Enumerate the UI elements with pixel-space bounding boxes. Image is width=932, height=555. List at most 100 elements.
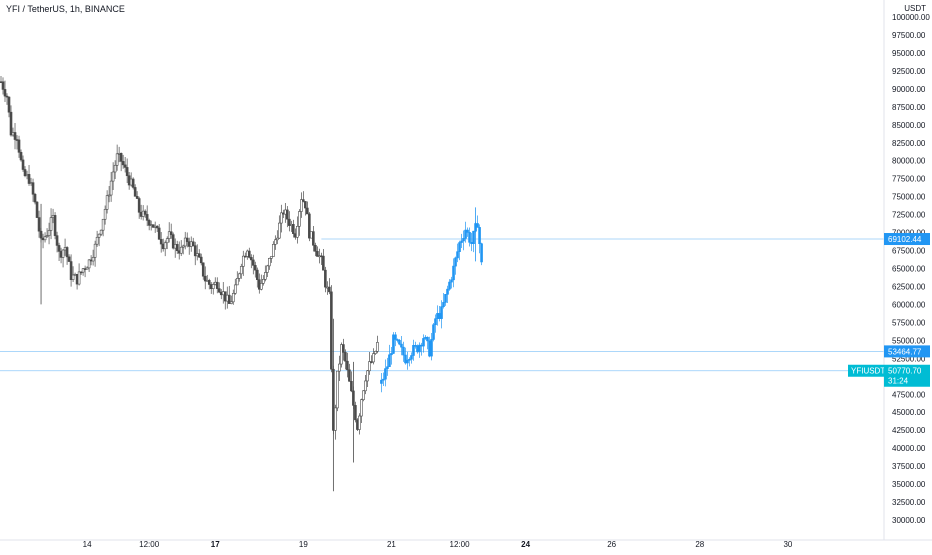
- candle-body: [193, 245, 197, 257]
- candle-body: [69, 261, 73, 280]
- candle-body: [213, 281, 217, 285]
- projection-candle-body: [388, 354, 391, 367]
- candle-body: [257, 279, 261, 290]
- candle-body: [306, 207, 309, 215]
- y-tick-label: 85000.00: [892, 121, 926, 130]
- projection-candle-body: [460, 240, 463, 243]
- candle-body: [362, 390, 365, 400]
- candle-body: [231, 293, 235, 303]
- candle-body: [181, 245, 185, 248]
- projection-candle-body: [414, 345, 417, 347]
- candle-body: [268, 258, 271, 267]
- candle-body: [173, 244, 177, 249]
- candle-body: [71, 274, 75, 280]
- candle-body: [165, 238, 169, 244]
- candle-body: [272, 244, 275, 257]
- projection-candle-body: [476, 223, 479, 228]
- candle-body: [1, 81, 5, 90]
- candle-body: [241, 255, 245, 267]
- candle-body: [370, 361, 373, 363]
- candle-body: [149, 224, 153, 226]
- projection-candle-body: [438, 313, 441, 319]
- candle-body: [91, 257, 95, 262]
- candle-body: [330, 291, 333, 370]
- candle-body: [59, 251, 63, 258]
- x-tick-label: 12:00: [450, 540, 471, 549]
- projection-candle-body: [426, 336, 429, 342]
- candle-body: [308, 213, 311, 239]
- current-price-label: 50770.70: [888, 367, 922, 376]
- projection-candle-body: [462, 238, 465, 242]
- candle-body: [286, 209, 289, 220]
- candle-body: [374, 351, 377, 354]
- candle-body: [274, 239, 277, 245]
- candle-body: [141, 210, 145, 217]
- candle-body: [73, 273, 77, 276]
- candle-body: [17, 139, 21, 153]
- candle-body: [177, 250, 181, 254]
- candle-body: [312, 231, 315, 246]
- candle-body: [49, 217, 53, 231]
- candle-body: [354, 405, 357, 421]
- y-tick-label: 35000.00: [892, 480, 926, 489]
- level-price-tag: [884, 233, 930, 246]
- candle-body: [336, 370, 339, 409]
- candle-body: [324, 269, 327, 288]
- projection-candle-body: [458, 242, 461, 252]
- y-tick-label: 45000.00: [892, 408, 926, 417]
- candle-body: [65, 247, 69, 258]
- current-price-tag: [884, 364, 930, 387]
- candle-body: [203, 275, 207, 282]
- projection-candle-body: [434, 318, 437, 326]
- candle-body: [201, 262, 205, 277]
- projection-candle-body: [452, 265, 455, 281]
- x-tick-label: 14: [83, 540, 92, 549]
- y-tick-label: 57500.00: [892, 318, 926, 327]
- candle-body: [270, 256, 273, 259]
- candle-body: [57, 245, 61, 252]
- candle-body: [131, 178, 135, 188]
- candle-body: [11, 132, 15, 136]
- candle-body: [292, 224, 295, 234]
- candle-body: [310, 231, 313, 239]
- candle-body: [314, 244, 317, 252]
- projection-candle-body: [390, 353, 393, 356]
- candle-body: [117, 152, 121, 155]
- projection-candle-body: [400, 343, 403, 348]
- candle-body: [129, 178, 133, 186]
- y-tick-label: 42500.00: [892, 426, 926, 435]
- candle-body: [19, 152, 23, 161]
- candle-body: [340, 344, 343, 365]
- projection-candle-body: [428, 340, 431, 357]
- candle-body: [127, 175, 131, 186]
- candle-body: [366, 370, 369, 382]
- candle-body: [99, 229, 103, 235]
- candle-body: [187, 241, 191, 247]
- projection-candle-body: [478, 227, 481, 244]
- candle-body: [21, 159, 25, 170]
- y-tick-label: 60000.00: [892, 300, 926, 309]
- candle-body: [245, 250, 249, 257]
- candle-body: [51, 215, 55, 218]
- projection-candle-body: [422, 338, 425, 347]
- candle-body: [157, 227, 161, 240]
- candle-body: [264, 272, 267, 280]
- candle-body: [247, 250, 251, 258]
- candle-body: [35, 201, 39, 218]
- projection-candle-body: [430, 339, 433, 357]
- candle-body: [83, 268, 87, 270]
- symbol-tag: [848, 364, 884, 377]
- projection-candle-body: [480, 243, 483, 263]
- level-price-label: 53464.77: [888, 347, 922, 356]
- level-price-label: 69102.44: [888, 235, 922, 244]
- level-price-tag: [884, 345, 930, 358]
- candle-body: [137, 198, 141, 213]
- candle-body: [123, 164, 127, 168]
- candle-body: [67, 256, 71, 262]
- candle-body: [278, 222, 281, 239]
- candle-body: [304, 201, 307, 209]
- projection-candle-body: [410, 355, 413, 360]
- candle-body: [109, 180, 113, 196]
